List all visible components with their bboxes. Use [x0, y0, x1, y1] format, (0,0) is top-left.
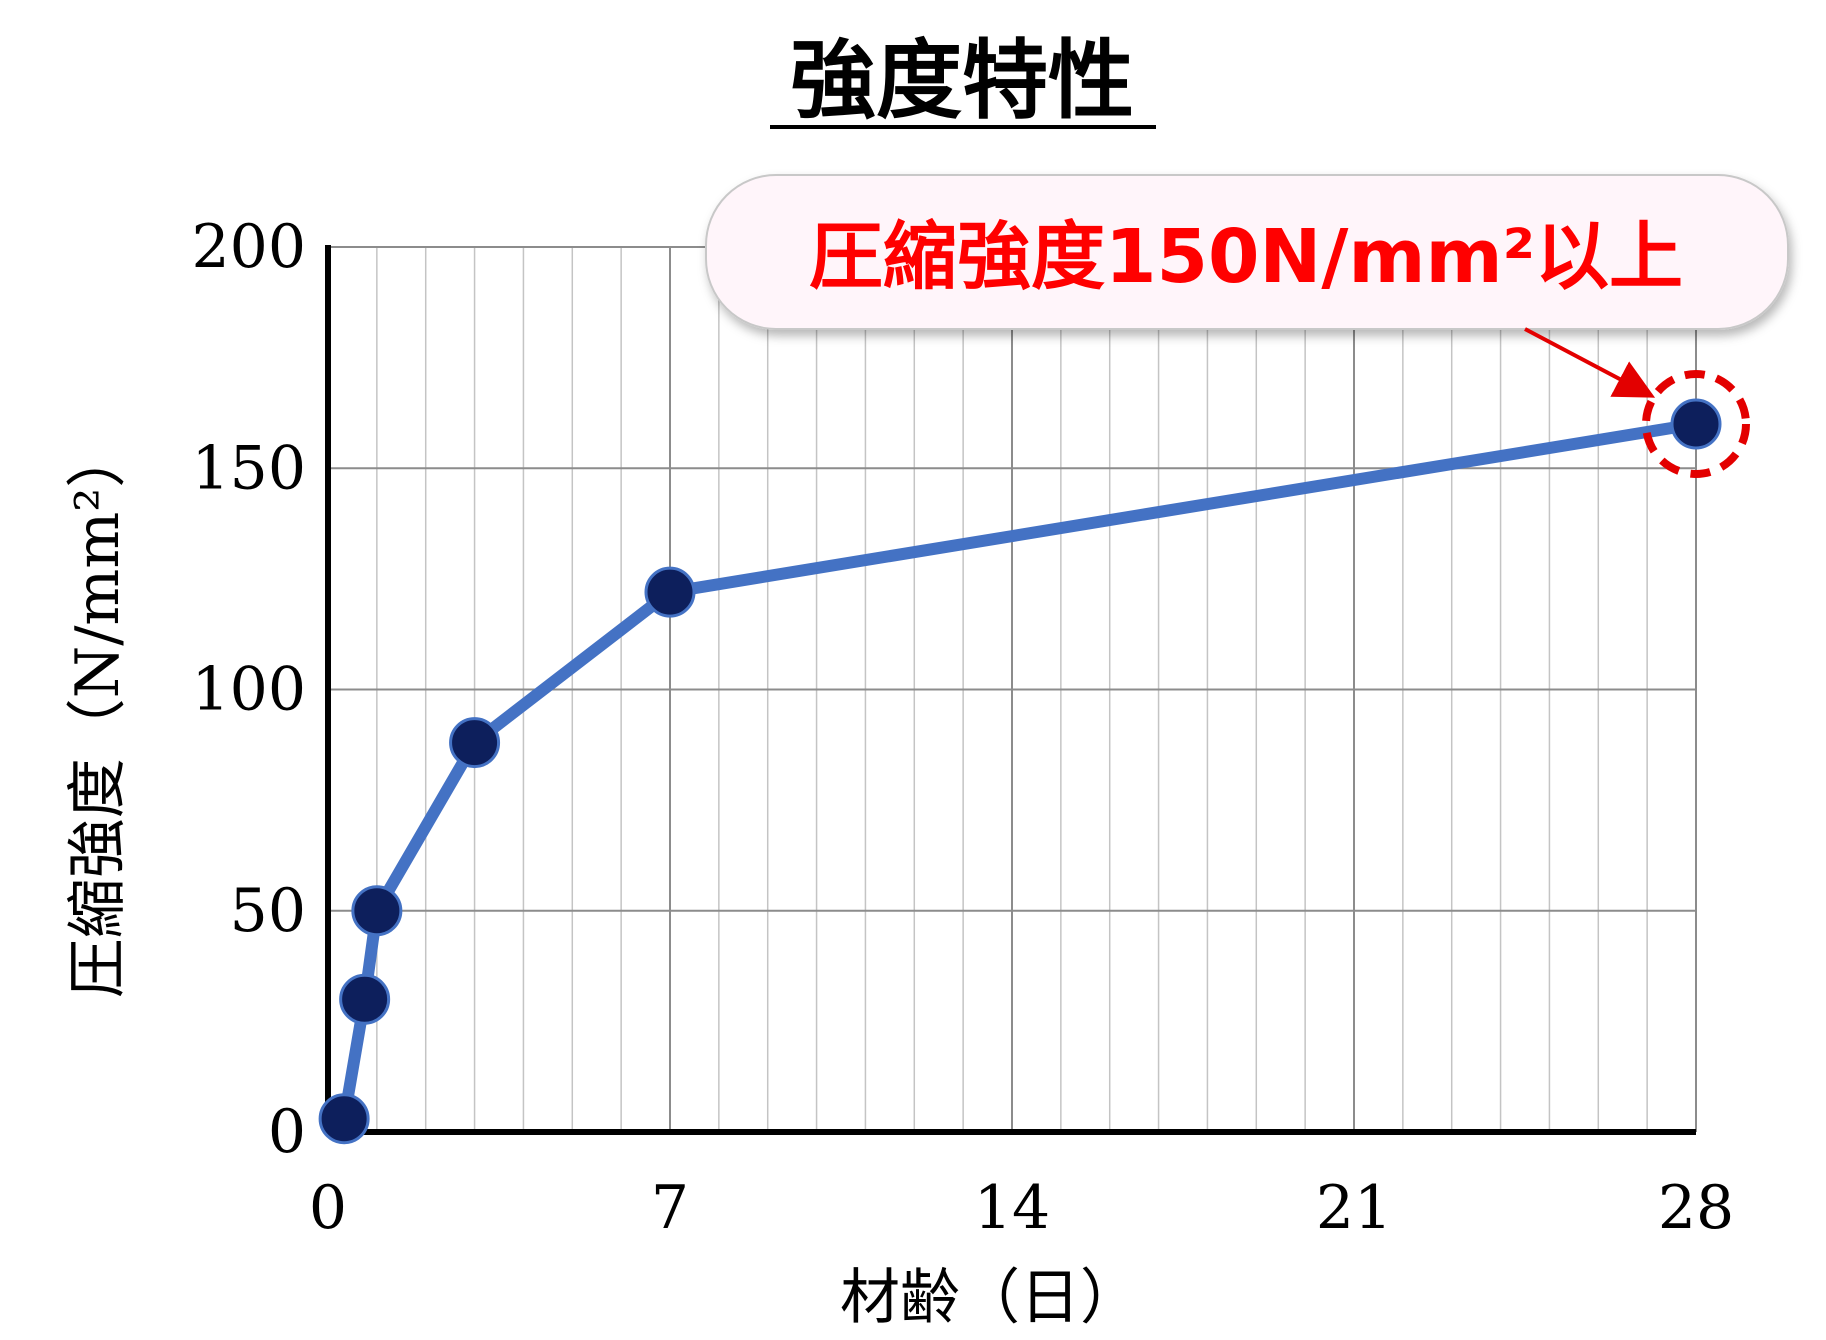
data-point [339, 973, 391, 1025]
annotation-box [705, 174, 1789, 330]
data-point [644, 566, 696, 618]
highlight-ring [1642, 370, 1750, 478]
y-tick-label: 50 [230, 876, 306, 946]
chart-title: 強度特性 [790, 31, 1134, 131]
y-axis-label: 圧縮強度（N/mm²） [63, 428, 133, 999]
y-tick-label: 100 [191, 655, 306, 725]
x-axis-label: 材齢（日） [840, 1263, 1140, 1333]
series-line-group [338, 418, 1702, 1125]
axes [325, 245, 1696, 1135]
x-tick-label: 14 [974, 1173, 1050, 1243]
y-tick-label: 200 [191, 212, 306, 282]
data-point [449, 717, 501, 769]
annotation-callout: 圧縮強度150N/mm²以上 [705, 174, 1789, 398]
y-tick-label: 0 [268, 1097, 306, 1167]
x-tick-labels: 0 7 14 21 28 [309, 1173, 1734, 1243]
data-point [1670, 398, 1722, 450]
x-tick-label: 7 [651, 1173, 689, 1243]
data-point [318, 1093, 370, 1145]
major-gridlines [328, 246, 1697, 1132]
series-line [338, 418, 1702, 1125]
series-points-group [318, 398, 1722, 1145]
x-tick-label: 28 [1658, 1173, 1734, 1243]
y-tick-labels: 0 50 100 150 200 [191, 212, 306, 1167]
y-tick-label: 150 [191, 433, 306, 503]
x-tick-label: 0 [309, 1173, 347, 1243]
annotation-text: 圧縮強度150N/mm²以上 [809, 214, 1683, 300]
x-tick-label: 21 [1316, 1173, 1392, 1243]
annotation-arrow [1524, 327, 1656, 398]
data-point [351, 885, 403, 937]
